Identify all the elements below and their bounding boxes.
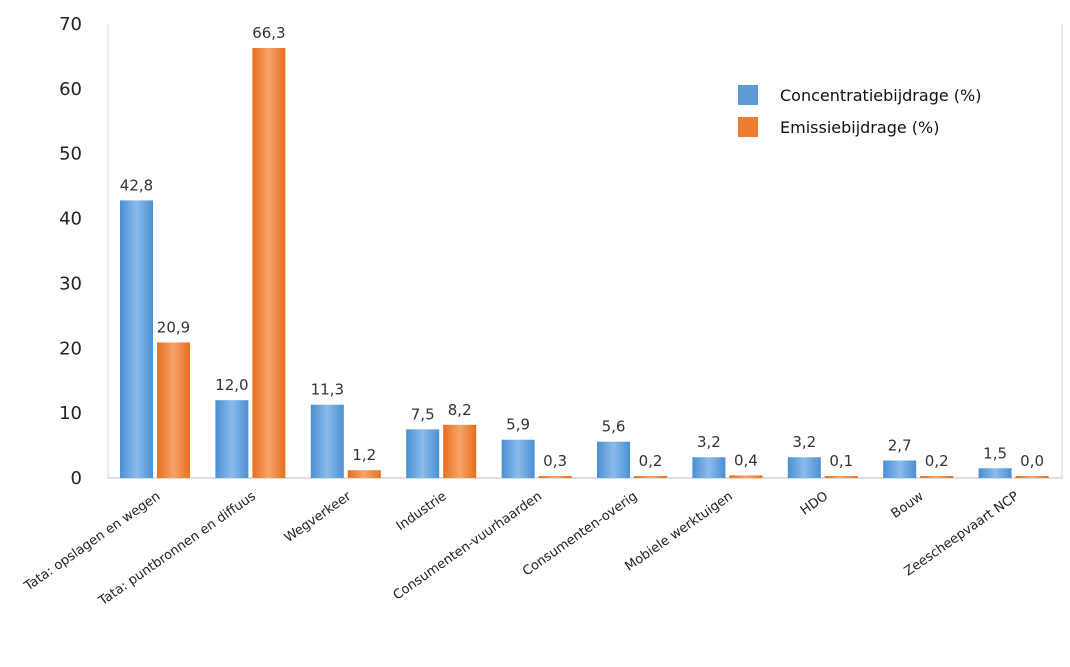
bar-concentratie [310,404,344,478]
data-label-emissie: 20,9 [157,318,190,336]
data-label-emissie: 0,1 [829,452,853,470]
data-label-concentratie: 11,3 [311,381,344,399]
data-label-emissie: 0,4 [734,451,758,469]
bar-emissie [252,47,286,479]
bar-concentratie [406,429,440,478]
y-tick-label: 20 [59,338,82,359]
legend-label-concentratie: Concentratiebijdrage (%) [780,86,981,105]
data-label-concentratie: 2,7 [888,436,912,454]
y-tick-label: 40 [59,209,82,230]
x-category-label: HDO [798,489,831,519]
legend-swatch-concentratie [738,85,758,105]
bar-emissie [538,476,572,478]
y-tick-label: 50 [59,144,82,165]
data-label-concentratie: 1,5 [983,444,1007,462]
bar-concentratie [692,457,726,478]
legend-swatch-emissie [738,117,758,137]
x-category-label: Bouw [889,489,927,522]
bar-emissie [347,470,381,478]
bar-concentratie [597,441,630,478]
legend-label-emissie: Emissiebijdrage (%) [780,118,939,137]
data-label-emissie: 1,2 [352,446,376,464]
data-label-emissie: 0,3 [543,452,567,470]
y-tick-label: 60 [59,79,82,100]
data-label-emissie: 0,0 [1020,452,1044,470]
y-tick-label: 10 [59,403,82,424]
data-label-concentratie: 42,8 [120,176,153,194]
data-label-concentratie: 3,2 [792,433,816,451]
y-tick-label: 70 [59,14,82,35]
bar-emissie [443,424,477,478]
data-label-concentratie: 3,2 [697,433,721,451]
y-tick-label: 0 [71,468,82,489]
x-category-label: Consumenten-vuurhaarden [391,489,545,603]
x-category-label: Wegverkeer [282,489,355,546]
bar-emissie [824,476,858,478]
data-labels: 42,8 20,9 12,0 66,3 11,3 1,2 7,5 8,2 5,9 0,3 5,6 0,… [120,24,1044,470]
y-tick-label: 30 [59,273,82,294]
data-label-emissie: 8,2 [448,401,472,419]
x-category-label: Industrie [394,489,450,534]
bar-emissie [157,342,190,478]
bar-emissie [729,475,763,478]
data-label-emissie: 66,3 [252,24,285,42]
bar-concentratie [215,400,249,478]
data-label-concentratie: 5,9 [506,416,530,434]
legend: Concentratiebijdrage (%) Emissiebijdrage … [716,63,1050,153]
data-label-concentratie: 12,0 [215,376,248,394]
bar-concentratie [787,457,821,478]
x-category-label: Tata: puntbronnen en diffuus [96,489,259,610]
data-label-concentratie: 7,5 [411,405,435,423]
data-label-emissie: 0,2 [639,452,663,470]
bar-concentratie [883,460,917,478]
y-axis-ticks: 0 10 20 30 40 50 60 70 [59,14,82,489]
bars [120,47,1049,479]
bar-concentratie [978,468,1012,478]
data-label-concentratie: 5,6 [602,418,626,436]
bar-concentratie [120,200,153,478]
legend-box [716,63,1050,153]
data-label-emissie: 0,2 [925,452,949,470]
bar-emissie [634,476,667,478]
bar-concentratie [501,439,535,478]
bar-emissie [920,476,954,478]
bar-emissie [1015,476,1049,478]
